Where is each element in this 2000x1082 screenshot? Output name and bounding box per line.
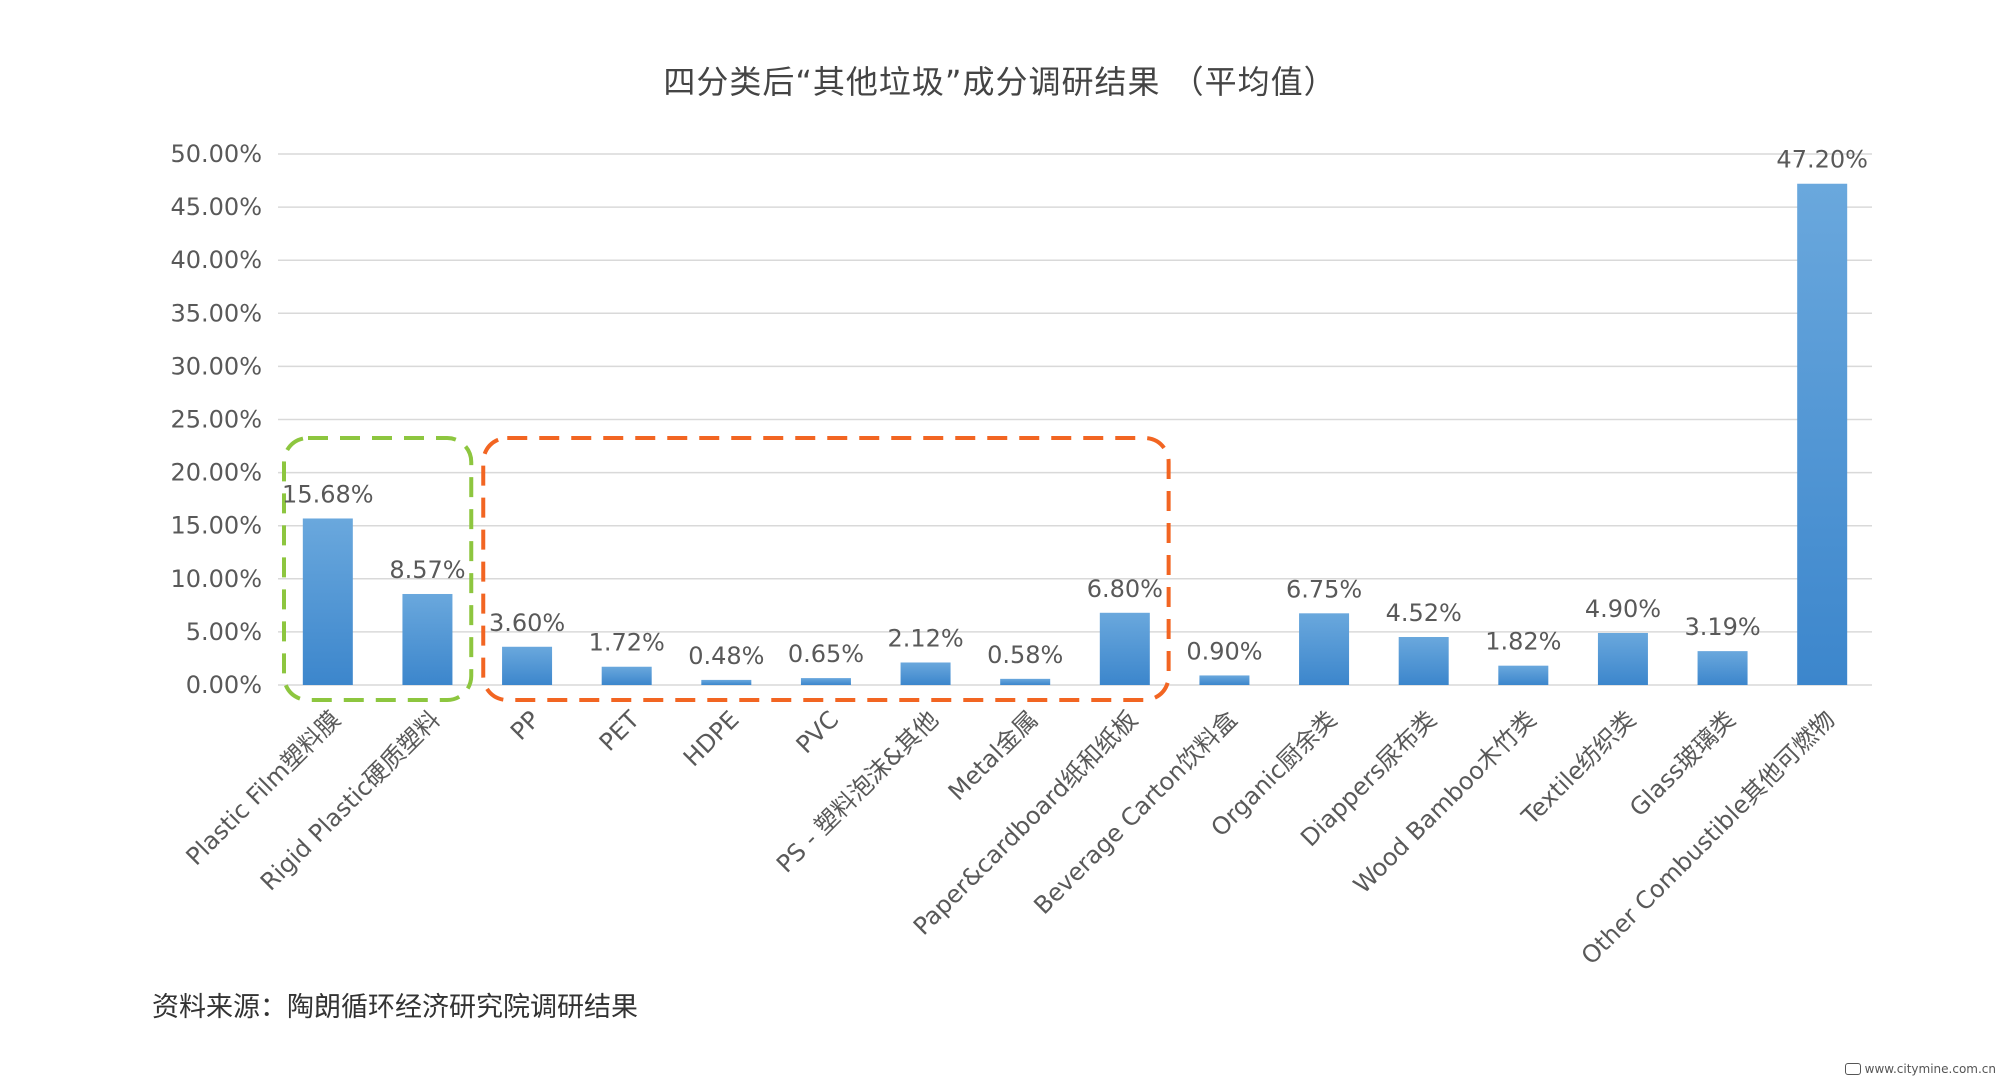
x-tick-label: PS - 塑料泡沫&其他 (771, 705, 944, 878)
watermark-text: www.citymine.com.cn (1864, 1062, 1996, 1076)
data-label: 1.72% (589, 629, 665, 657)
bar (800, 678, 851, 685)
bar (1099, 612, 1150, 685)
data-label: 3.60% (489, 609, 565, 637)
bar (900, 662, 951, 685)
data-label: 3.19% (1684, 613, 1760, 641)
bar (601, 666, 652, 685)
highlight-box (282, 436, 474, 702)
watermark: www.citymine.com.cn (1844, 1062, 1996, 1076)
bar (701, 679, 752, 685)
data-label: 2.12% (887, 624, 963, 652)
x-tick-label: PP (505, 705, 545, 745)
chart-title: 四分类后“其他垃圾”成分调研结果 （平均值） (663, 63, 1336, 101)
data-label: 0.58% (987, 641, 1063, 669)
data-label: 15.68% (282, 480, 374, 508)
bar (402, 593, 453, 685)
highlight-box (481, 436, 1171, 702)
y-tick-label: 15.00% (170, 512, 262, 540)
bar (1299, 613, 1350, 685)
data-label: 0.65% (788, 640, 864, 668)
y-tick-label: 20.00% (170, 459, 262, 487)
y-tick-label: 25.00% (170, 406, 262, 434)
bar (1697, 651, 1748, 685)
data-label: 8.57% (389, 556, 465, 584)
citymine-logo-icon (1844, 1063, 1861, 1075)
x-tick-label: HDPE (678, 705, 745, 772)
bar (1398, 636, 1449, 685)
x-tick-label: PET (594, 705, 645, 756)
x-tick-label: Wood Bamboo木竹类 (1348, 705, 1542, 899)
bar (1597, 632, 1648, 685)
bar (1797, 183, 1848, 685)
data-label: 6.75% (1286, 575, 1362, 603)
data-label: 6.80% (1087, 575, 1163, 603)
x-tick-label: Beverage Carton饮料盒 (1028, 705, 1242, 919)
y-tick-label: 0.00% (186, 671, 262, 699)
x-tick-label: Rigid Plastic硬质塑料 (255, 705, 446, 896)
y-tick-label: 50.00% (170, 140, 262, 168)
y-tick-label: 5.00% (186, 618, 262, 646)
bar (302, 518, 353, 685)
data-label: 0.90% (1186, 637, 1262, 665)
y-tick-label: 10.00% (170, 565, 262, 593)
data-label: 0.48% (688, 642, 764, 670)
x-tick-label: PVC (791, 705, 844, 758)
y-tick-label: 35.00% (170, 299, 262, 327)
bar (1000, 678, 1051, 685)
y-tick-label: 45.00% (170, 193, 262, 221)
x-tick-label: Metal金属 (943, 705, 1044, 806)
y-tick-label: 40.00% (170, 246, 262, 274)
data-label: 47.20% (1776, 146, 1868, 174)
data-label: 4.52% (1386, 599, 1462, 627)
bar (502, 646, 553, 685)
data-label: 4.90% (1585, 595, 1661, 623)
source-note: 资料来源：陶朗循环经济研究院调研结果 (152, 992, 638, 1023)
bar (1199, 675, 1250, 685)
bar (1498, 665, 1549, 685)
y-tick-label: 30.00% (170, 352, 262, 380)
data-label: 1.82% (1485, 628, 1561, 656)
